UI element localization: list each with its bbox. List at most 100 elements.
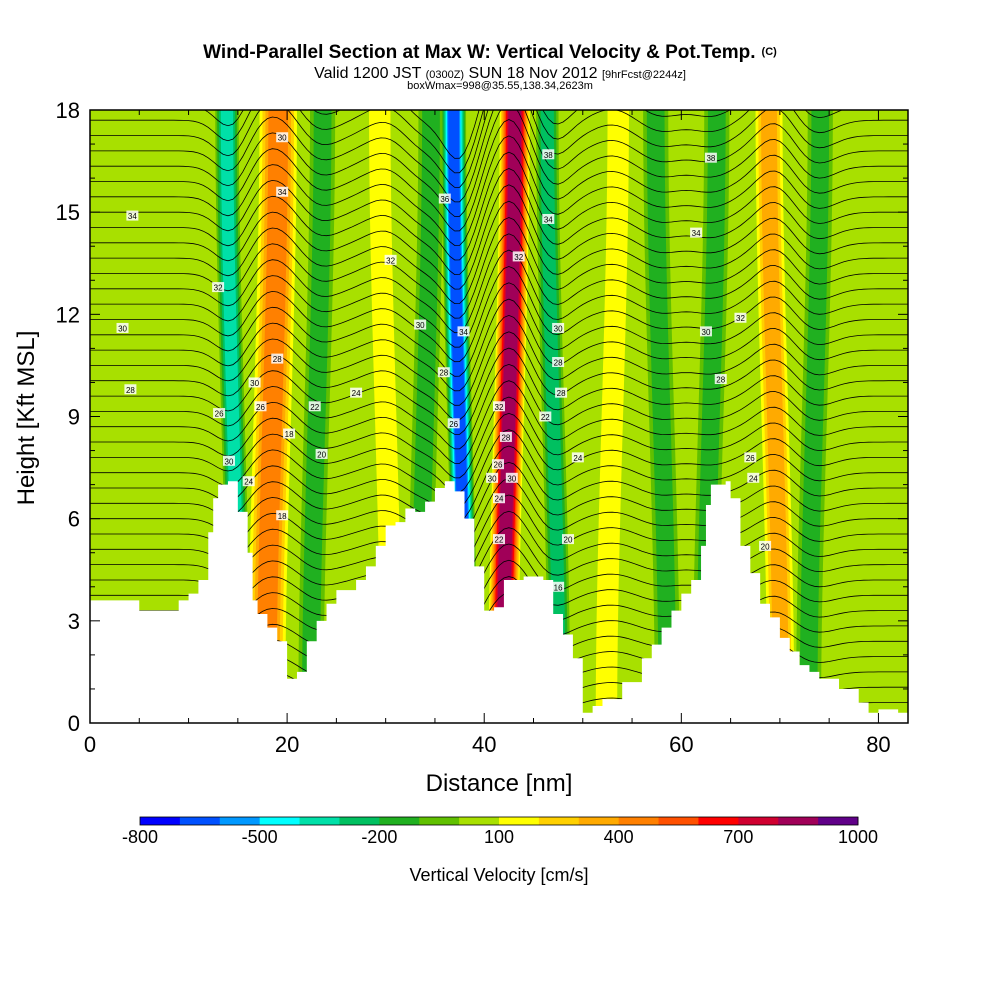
contour-label: 26	[492, 459, 505, 470]
contour-label: 24	[350, 387, 363, 398]
colorbar-segment	[179, 817, 221, 825]
terrain	[90, 481, 908, 723]
contour-label-text: 20	[761, 542, 770, 551]
contour-label-text: 18	[278, 512, 287, 521]
contour-label: 34	[542, 213, 555, 224]
theta-contour	[90, 314, 908, 406]
contour-label: 28	[714, 374, 727, 385]
contour-label: 34	[276, 186, 289, 197]
contour-label: 28	[499, 431, 512, 442]
theta-contour	[90, 412, 908, 493]
contour-label-text: 22	[495, 536, 504, 545]
theta-contour	[90, 217, 908, 319]
contour-label-text: 16	[554, 583, 563, 592]
theta-contour	[90, 119, 908, 232]
y-tick-label: 18	[56, 98, 80, 123]
colorbar-tick-label: 100	[484, 827, 514, 847]
theta-contour	[90, 200, 908, 305]
colorbar-segment	[658, 817, 699, 825]
velocity-region	[646, 110, 677, 723]
colorbar-segment	[738, 817, 779, 825]
contour-label: 28	[437, 367, 450, 378]
contour-label: 24	[493, 493, 505, 504]
chart-subtitle: Valid 1200 JST (0300Z) SUN 18 Nov 2012 […	[314, 65, 686, 82]
velocity-region	[595, 110, 629, 723]
terrain-mask	[90, 481, 908, 723]
theta-contour	[90, 363, 908, 450]
theta-contour	[90, 266, 908, 363]
theta-contour	[90, 110, 908, 188]
y-tick-label: 9	[68, 405, 80, 430]
contour-label: 28	[124, 384, 137, 395]
velocity-region	[256, 110, 289, 723]
contour-label-text: 34	[544, 215, 553, 224]
contour-label-text: 30	[278, 134, 287, 143]
theta-contour	[90, 151, 908, 261]
contour-label-text: 32	[736, 314, 745, 323]
contour-label: 34	[126, 210, 139, 221]
contour-label-text: 30	[225, 457, 234, 466]
theta-contour	[90, 380, 908, 464]
contour-label-text: 30	[554, 324, 563, 333]
contour-label: 16	[552, 581, 565, 592]
contour-label-text: 36	[440, 195, 449, 204]
contour-label-text: 28	[557, 389, 566, 398]
contour-label: 22	[308, 401, 321, 412]
contour-label: 32	[493, 401, 505, 412]
contour-label: 32	[212, 282, 225, 293]
contour-label-text: 24	[749, 474, 758, 483]
contour-label-text: 30	[416, 321, 425, 330]
colorbar-label: Vertical Velocity [cm/s]	[409, 865, 588, 885]
contour-label: 18	[276, 510, 289, 521]
y-tick-label: 12	[56, 302, 80, 327]
theta-contour	[90, 110, 908, 217]
colorbar-segment	[578, 817, 620, 825]
theta-contour	[90, 184, 908, 290]
contour-label: 30	[505, 472, 518, 483]
colorbar-segment	[259, 817, 301, 825]
contour-label-text: 24	[352, 389, 361, 398]
colorbar-tick-label: 700	[723, 827, 753, 847]
contour-label-text: 30	[250, 379, 259, 388]
contour-label-text: 22	[310, 403, 319, 412]
y-tick-label: 15	[56, 200, 80, 225]
contour-label-text: 28	[273, 355, 282, 364]
contour-label: 36	[438, 193, 451, 204]
velocity-region	[496, 110, 522, 723]
theta-contour	[90, 135, 908, 246]
contour-label-text: 30	[118, 324, 127, 333]
theta-contour	[203, 110, 843, 159]
contour-label: 34	[690, 227, 703, 238]
contour-label-text: 32	[214, 284, 223, 293]
contour-label-text: 20	[564, 536, 573, 545]
colorbar-tick-label: 400	[604, 827, 634, 847]
colorbar-segment	[778, 817, 819, 825]
contour-label-text: 24	[495, 495, 504, 504]
contour-label-text: 18	[285, 430, 294, 439]
contour-label-text: 26	[746, 454, 755, 463]
colorbar-segment	[698, 817, 739, 825]
contour-label-text: 38	[544, 151, 553, 160]
y-tick-label: 3	[68, 609, 80, 634]
contour-label: 24	[571, 452, 584, 463]
velocity-region	[799, 110, 830, 723]
contour-label: 30	[276, 132, 289, 143]
colorbar-segment	[339, 817, 380, 825]
x-tick-label: 0	[84, 732, 96, 757]
contour-label: 30	[552, 322, 565, 333]
contour-label-text: 28	[439, 369, 448, 378]
colorbar-segment	[219, 817, 261, 825]
contour-label: 26	[213, 408, 226, 419]
contour-label-text: 30	[702, 328, 711, 337]
contour-labels: 30 34 34 36 38 38 34 34 32 32 32 32 30 30 34 30 30 28 28 28…	[116, 132, 772, 592]
colorbar-segment	[499, 817, 540, 825]
contour-label: 30	[222, 455, 235, 466]
chart-title: Wind-Parallel Section at Max W: Vertical…	[203, 42, 777, 63]
contour-label-text: 34	[128, 212, 137, 221]
contour-label: 30	[116, 322, 129, 333]
contour-label-text: 22	[541, 413, 550, 422]
contour-label-text: 24	[573, 454, 582, 463]
contour-label: 24	[747, 472, 760, 483]
contour-label: 38	[704, 152, 717, 163]
